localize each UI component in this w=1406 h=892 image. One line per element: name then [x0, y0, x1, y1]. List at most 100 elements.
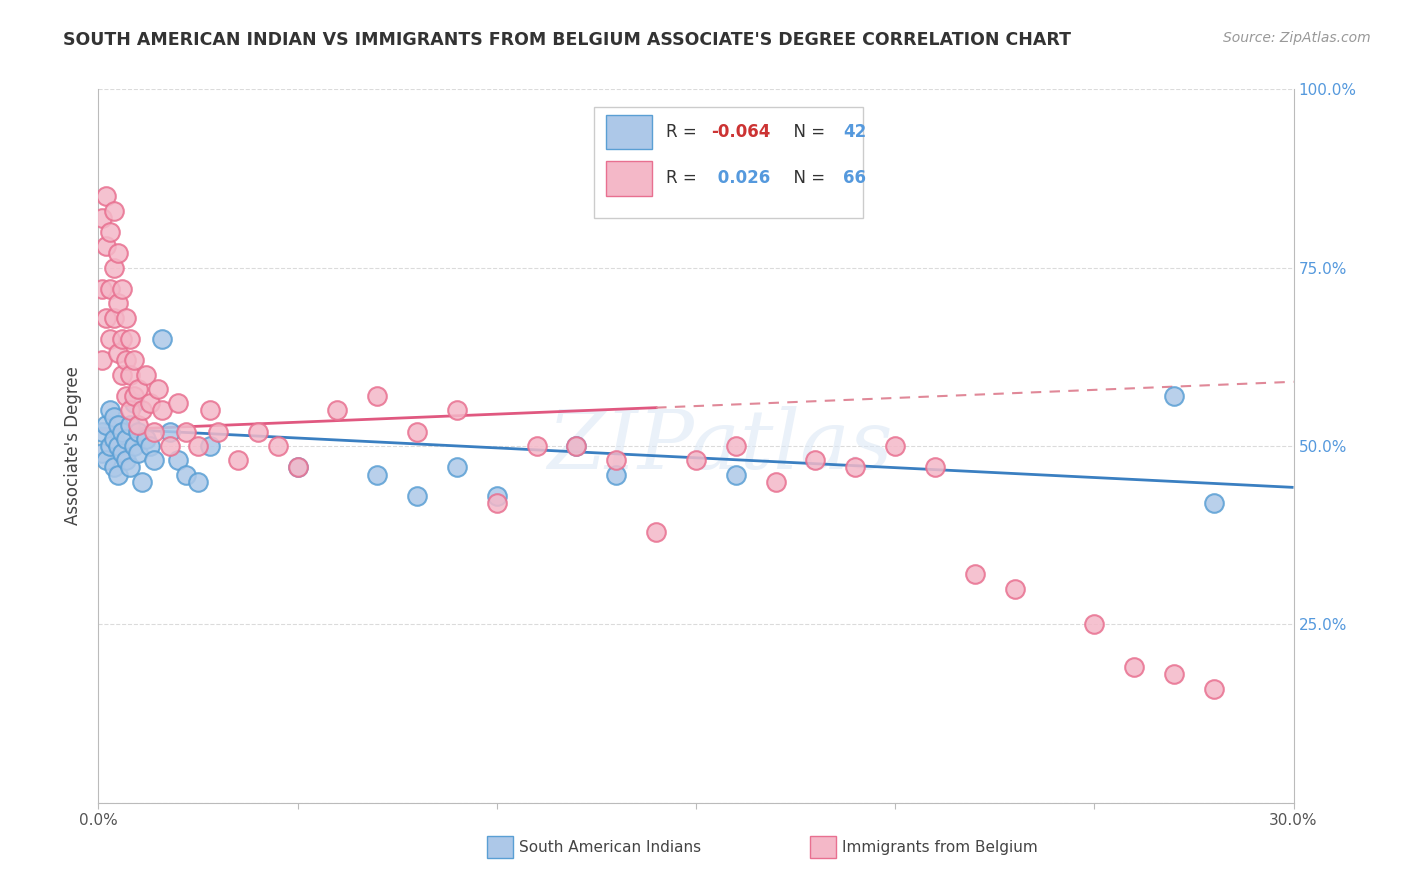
Point: [135, 368, 157, 382]
Point: [565, 439, 588, 453]
Point: [124, 396, 146, 410]
Point: [120, 368, 142, 382]
Point: [120, 417, 142, 432]
Text: -0.064: -0.064: [711, 123, 770, 141]
Point: [98, 332, 122, 346]
Point: [148, 382, 170, 396]
Point: [115, 310, 138, 325]
Point: [107, 467, 129, 482]
Text: N =: N =: [783, 123, 831, 141]
FancyBboxPatch shape: [595, 107, 863, 218]
Point: [124, 353, 146, 368]
Point: [127, 446, 149, 460]
Point: [159, 439, 181, 453]
Point: [685, 453, 707, 467]
Point: [91, 425, 114, 439]
Point: [98, 403, 122, 417]
Text: N =: N =: [783, 169, 831, 187]
Point: [174, 467, 197, 482]
Point: [91, 282, 114, 296]
Point: [107, 246, 129, 260]
Point: [103, 460, 125, 475]
Point: [924, 460, 946, 475]
Point: [446, 403, 468, 417]
Point: [103, 432, 125, 446]
Text: SOUTH AMERICAN INDIAN VS IMMIGRANTS FROM BELGIUM ASSOCIATE'S DEGREE CORRELATION : SOUTH AMERICAN INDIAN VS IMMIGRANTS FROM…: [63, 31, 1071, 49]
Point: [139, 396, 162, 410]
Point: [167, 453, 190, 467]
Point: [326, 403, 349, 417]
Point: [187, 475, 209, 489]
Point: [174, 425, 197, 439]
Point: [167, 396, 190, 410]
Point: [1123, 660, 1146, 674]
Point: [724, 439, 747, 453]
Point: [406, 425, 429, 439]
Point: [605, 467, 627, 482]
Point: [565, 439, 588, 453]
Point: [103, 310, 125, 325]
Text: Immigrants from Belgium: Immigrants from Belgium: [842, 839, 1038, 855]
Point: [120, 332, 142, 346]
Point: [107, 346, 129, 360]
Point: [111, 282, 134, 296]
Point: [198, 439, 221, 453]
Point: [804, 453, 827, 467]
Point: [127, 382, 149, 396]
Point: [107, 296, 129, 310]
Point: [267, 439, 290, 453]
Point: [187, 439, 209, 453]
Point: [1004, 582, 1026, 596]
Point: [115, 389, 138, 403]
Point: [645, 524, 668, 539]
Point: [724, 467, 747, 482]
Point: [131, 403, 153, 417]
Text: R =: R =: [666, 169, 702, 187]
Point: [159, 425, 181, 439]
Point: [98, 439, 122, 453]
Point: [96, 310, 118, 325]
Bar: [606, 115, 652, 149]
Point: [131, 475, 153, 489]
Point: [135, 432, 157, 446]
Y-axis label: Associate's Degree: Associate's Degree: [65, 367, 83, 525]
Text: 42: 42: [844, 123, 866, 141]
Point: [124, 439, 146, 453]
Point: [765, 475, 787, 489]
Point: [103, 410, 125, 425]
Text: ZIPatlas: ZIPatlas: [547, 406, 893, 486]
Point: [143, 453, 166, 467]
Point: [98, 282, 122, 296]
Point: [115, 432, 138, 446]
Point: [246, 425, 269, 439]
Bar: [810, 837, 835, 858]
Point: [366, 389, 388, 403]
Point: [207, 425, 229, 439]
Point: [287, 460, 309, 475]
Text: 0.026: 0.026: [711, 169, 769, 187]
Point: [844, 460, 866, 475]
Point: [111, 368, 134, 382]
Point: [605, 453, 627, 467]
Point: [120, 460, 142, 475]
Point: [96, 239, 118, 253]
Point: [91, 353, 114, 368]
Text: R =: R =: [666, 123, 702, 141]
Point: [446, 460, 468, 475]
Point: [96, 189, 118, 203]
Text: South American Indians: South American Indians: [519, 839, 702, 855]
Point: [96, 417, 118, 432]
Bar: [486, 837, 513, 858]
Point: [111, 446, 134, 460]
Point: [96, 453, 118, 467]
Point: [127, 425, 149, 439]
Point: [1163, 667, 1185, 681]
Bar: [606, 161, 652, 195]
Point: [91, 211, 114, 225]
Point: [115, 453, 138, 467]
Point: [111, 332, 134, 346]
Point: [127, 417, 149, 432]
Point: [124, 389, 146, 403]
Point: [1083, 617, 1105, 632]
Point: [115, 353, 138, 368]
